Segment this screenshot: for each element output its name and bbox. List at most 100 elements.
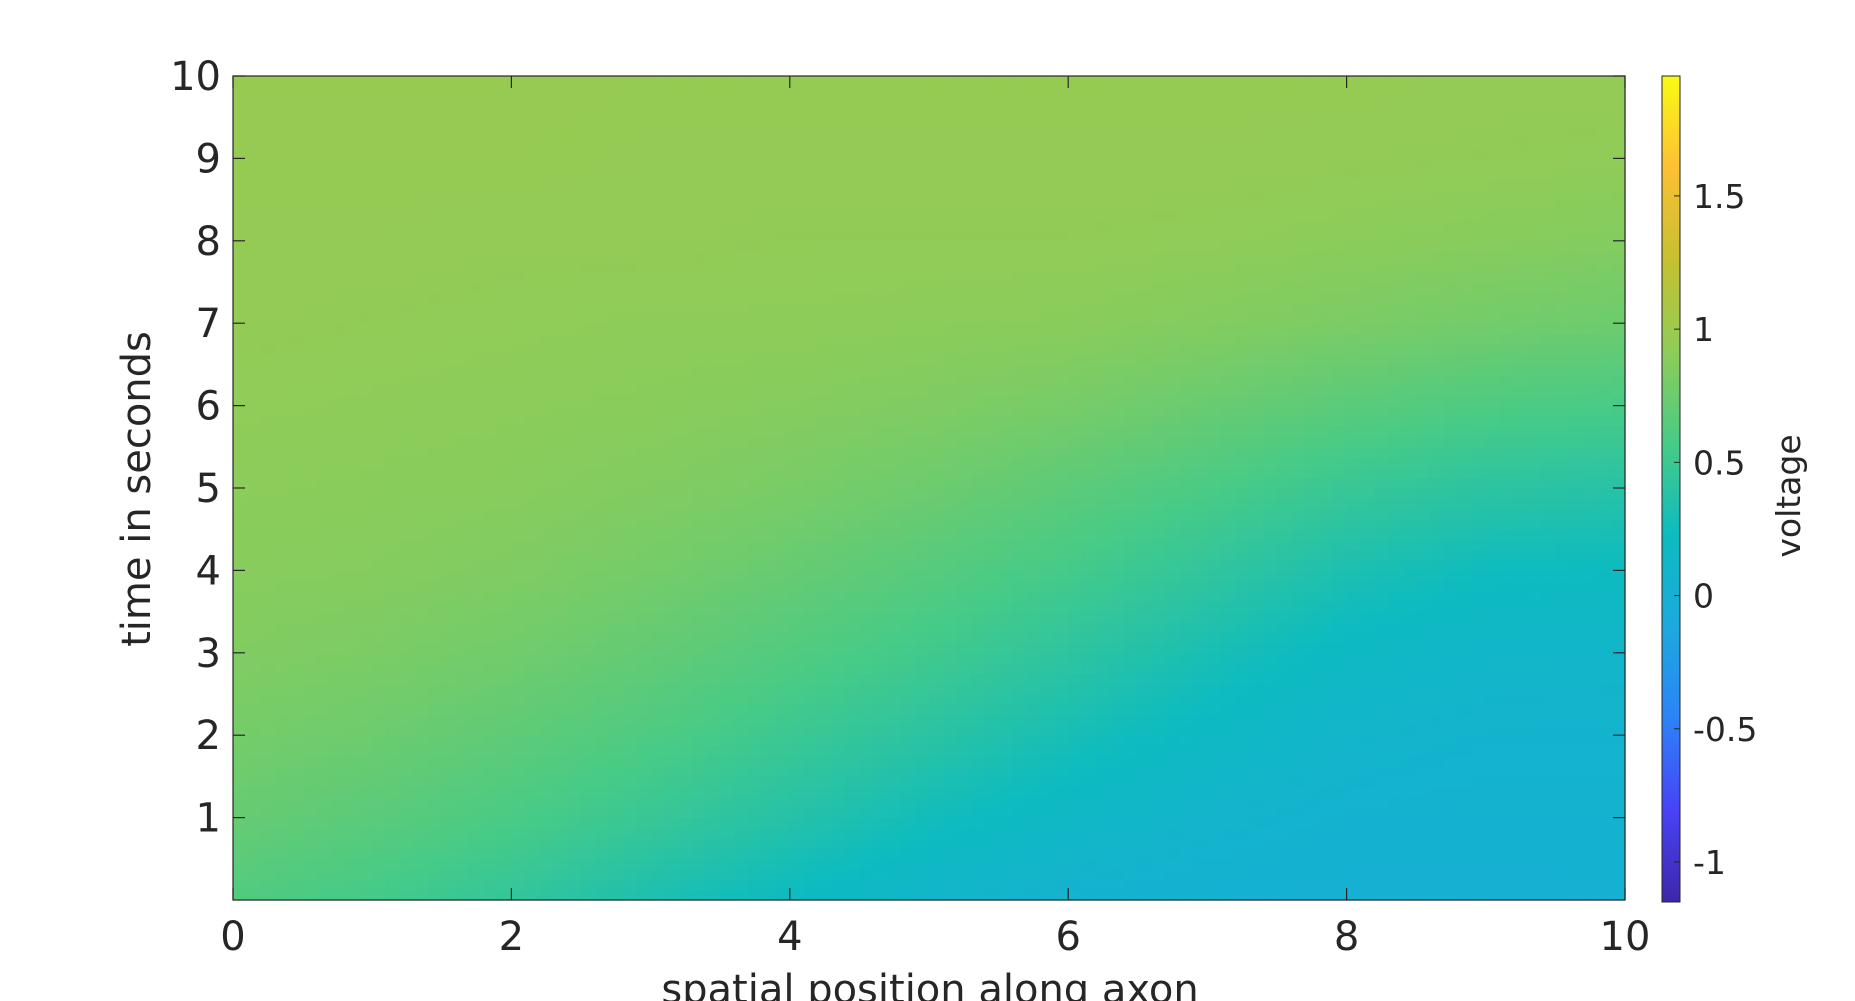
heatmap-cell bbox=[608, 395, 624, 407]
heatmap-cell bbox=[789, 858, 805, 870]
heatmap-cell bbox=[706, 457, 721, 468]
heatmap-cell bbox=[1597, 621, 1612, 633]
heatmap-cell bbox=[1054, 869, 1069, 880]
heatmap-cell bbox=[1137, 477, 1153, 489]
heatmap-cell bbox=[1485, 580, 1501, 592]
heatmap-cell bbox=[1499, 477, 1515, 489]
heatmap-cell bbox=[1430, 539, 1445, 551]
heatmap-cell bbox=[427, 591, 443, 602]
heatmap-cell bbox=[622, 549, 638, 561]
heatmap-cell bbox=[664, 663, 680, 674]
heatmap-cell bbox=[692, 611, 707, 623]
heatmap-cell bbox=[1374, 601, 1389, 613]
heatmap-cell bbox=[1249, 858, 1264, 870]
heatmap-cell bbox=[1430, 446, 1445, 458]
heatmap-cell bbox=[274, 807, 290, 819]
heatmap-cell bbox=[901, 580, 916, 592]
heatmap-cell bbox=[1290, 580, 1306, 592]
heatmap-cell bbox=[1402, 632, 1417, 644]
heatmap-cell bbox=[789, 529, 805, 541]
heatmap-cell bbox=[1360, 385, 1376, 396]
heatmap-cell bbox=[1054, 817, 1069, 829]
heatmap-cell bbox=[316, 539, 332, 551]
heatmap-cell bbox=[1541, 591, 1556, 602]
heatmap-cell bbox=[413, 807, 429, 819]
heatmap-cell bbox=[915, 632, 930, 644]
heatmap-cell bbox=[678, 467, 693, 479]
heatmap-cell bbox=[706, 642, 721, 654]
heatmap-cell bbox=[803, 838, 819, 850]
heatmap-cell bbox=[400, 508, 415, 520]
heatmap-cell bbox=[1611, 807, 1626, 819]
heatmap-cell bbox=[330, 632, 345, 644]
heatmap-cell bbox=[372, 518, 387, 530]
heatmap-cell bbox=[1374, 457, 1389, 468]
heatmap-cell bbox=[1541, 652, 1556, 664]
heatmap-cell bbox=[873, 704, 888, 716]
heatmap-cell bbox=[1068, 591, 1083, 602]
heatmap-cell bbox=[1179, 858, 1195, 870]
heatmap-cell bbox=[483, 673, 499, 685]
heatmap-cell bbox=[1012, 426, 1028, 438]
heatmap-cell bbox=[1235, 694, 1250, 705]
heatmap-cell bbox=[664, 580, 680, 592]
heatmap-cell bbox=[1402, 745, 1417, 757]
heatmap-cell bbox=[1430, 405, 1445, 417]
heatmap-cell bbox=[1374, 817, 1389, 829]
heatmap-cell bbox=[246, 591, 262, 602]
heatmap-cell bbox=[1277, 869, 1292, 880]
heatmap-cell bbox=[1332, 838, 1348, 850]
heatmap-cell bbox=[1304, 529, 1320, 541]
heatmap-cell bbox=[1151, 714, 1167, 726]
heatmap-cell bbox=[427, 827, 443, 839]
heatmap-cell bbox=[386, 704, 401, 716]
heatmap-cell bbox=[970, 477, 986, 489]
heatmap-cell bbox=[1193, 807, 1208, 819]
heatmap-cell bbox=[413, 498, 429, 510]
heatmap-cell bbox=[1583, 642, 1598, 654]
heatmap-cell bbox=[775, 714, 791, 726]
heatmap-cell bbox=[581, 446, 596, 458]
heatmap-cell bbox=[692, 446, 707, 458]
heatmap-cell bbox=[942, 508, 958, 520]
heatmap-cell bbox=[734, 426, 749, 438]
heatmap-cell bbox=[636, 621, 652, 633]
heatmap-cell bbox=[1569, 539, 1584, 551]
heatmap-cell bbox=[1541, 755, 1556, 767]
heatmap-cell bbox=[441, 632, 457, 644]
heatmap-cell bbox=[887, 611, 902, 623]
heatmap-cell bbox=[1249, 673, 1264, 685]
heatmap-cell bbox=[901, 745, 916, 757]
heatmap-cell bbox=[1388, 807, 1403, 819]
heatmap-cell bbox=[553, 714, 568, 726]
heatmap-cell bbox=[998, 838, 1014, 850]
heatmap-cell bbox=[1096, 632, 1111, 644]
heatmap-cell bbox=[831, 539, 847, 551]
heatmap-cell bbox=[1513, 766, 1529, 777]
heatmap-cell bbox=[1388, 776, 1403, 788]
heatmap-cell bbox=[1374, 797, 1389, 808]
heatmap-cell bbox=[1360, 611, 1376, 623]
heatmap-cell bbox=[817, 436, 833, 448]
heatmap-cell bbox=[1402, 652, 1417, 664]
heatmap-cell bbox=[1012, 621, 1028, 633]
heatmap-cell bbox=[581, 673, 596, 685]
heatmap-cell bbox=[664, 704, 680, 716]
heatmap-cell bbox=[260, 395, 276, 407]
heatmap-cell bbox=[1597, 766, 1612, 777]
heatmap-cell bbox=[511, 436, 526, 448]
heatmap-cell bbox=[302, 457, 318, 468]
heatmap-cell bbox=[929, 395, 944, 407]
heatmap-cell bbox=[372, 591, 387, 602]
heatmap-cell bbox=[1165, 889, 1181, 901]
heatmap-cell bbox=[483, 405, 499, 417]
heatmap-cell bbox=[567, 652, 582, 664]
heatmap-cell bbox=[678, 426, 693, 438]
heatmap-cell bbox=[1471, 560, 1487, 571]
heatmap-cell bbox=[525, 714, 540, 726]
heatmap-cell bbox=[789, 549, 805, 561]
heatmap-cell bbox=[358, 549, 373, 561]
heatmap-cell bbox=[1123, 488, 1139, 499]
heatmap-cell bbox=[567, 632, 582, 644]
heatmap-cell bbox=[1402, 838, 1417, 850]
